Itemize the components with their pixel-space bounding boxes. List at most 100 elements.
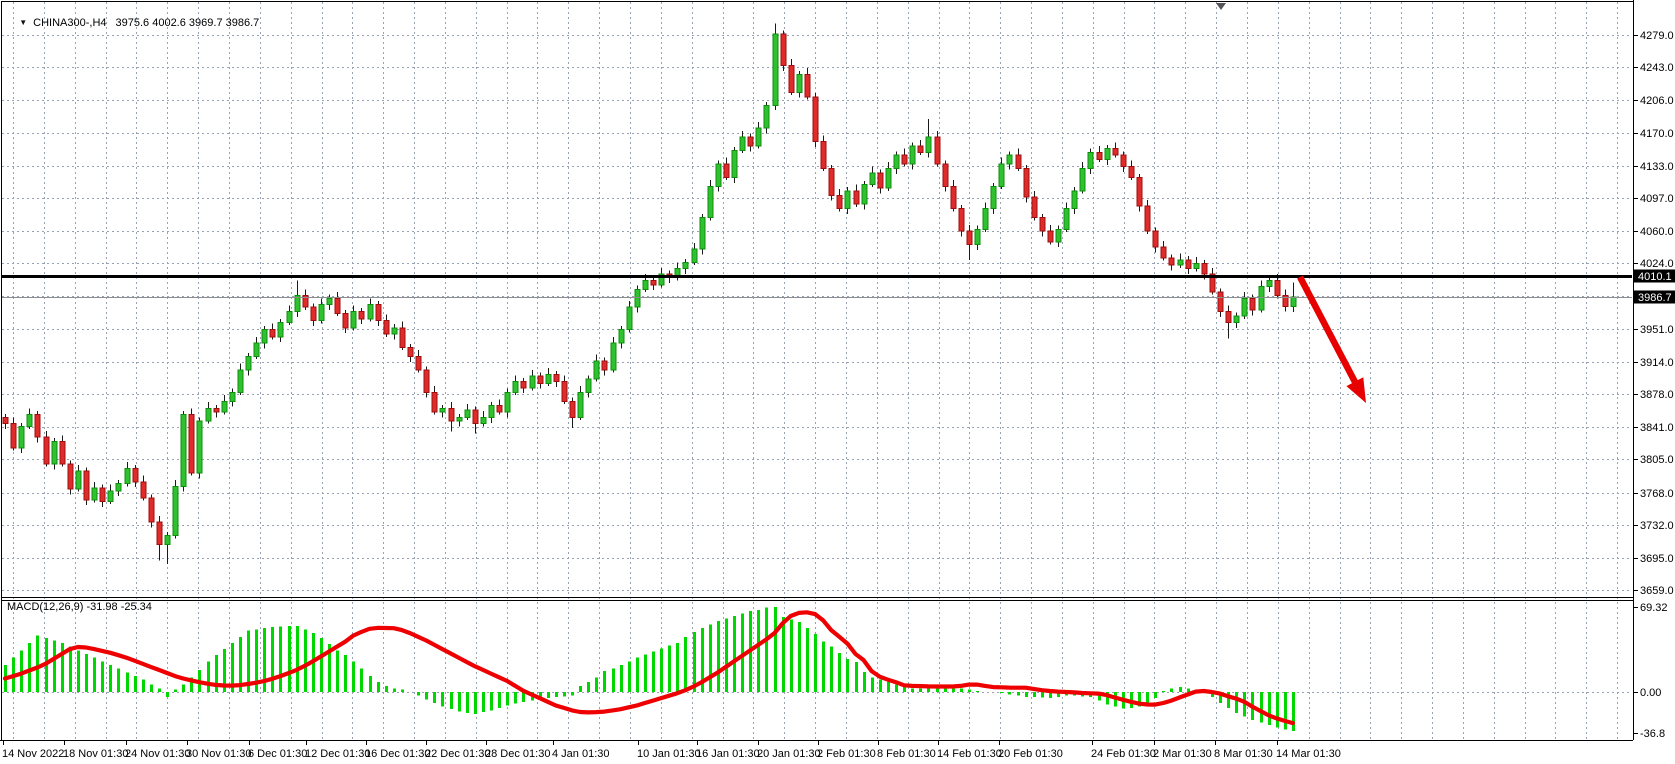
price-axis-label: 3914.0	[1640, 357, 1674, 369]
macd-histogram-bar	[247, 630, 250, 692]
macd-histogram-bar	[1276, 692, 1279, 728]
macd-plot-area[interactable]	[2, 601, 1632, 739]
candle-bull	[593, 360, 600, 380]
candle-bull	[367, 304, 374, 320]
candle-bull	[731, 150, 738, 178]
candle-bear	[496, 405, 503, 413]
macd-histogram-bar	[36, 635, 39, 692]
candle-bull	[286, 311, 293, 323]
candle-bull	[180, 414, 187, 487]
macd-histogram-bar	[1017, 692, 1020, 696]
price-axis-label: 4279.0	[1640, 30, 1674, 42]
candle-bear	[788, 64, 795, 93]
macd-histogram-bar	[927, 687, 930, 692]
candle-bear	[650, 279, 657, 286]
macd-histogram-bar	[855, 661, 858, 692]
ohlc-values: 3975.6 4002.6 3969.7 3986.7	[115, 17, 260, 29]
macd-histogram-bar	[320, 638, 323, 692]
macd-histogram-bar	[879, 679, 882, 692]
macd-histogram-bar	[85, 653, 88, 692]
macd-histogram-bar	[158, 688, 161, 692]
macd-axis-label: 0.00	[1640, 687, 1661, 699]
macd-histogram-bar	[790, 619, 793, 692]
candle-bull	[699, 217, 706, 250]
macd-histogram-bar	[806, 628, 809, 692]
candle-bull	[893, 154, 900, 169]
candle-bear	[820, 141, 827, 169]
macd-histogram-bar	[417, 692, 420, 696]
candle-bear	[83, 470, 90, 501]
macd-histogram-bar	[660, 648, 663, 692]
macd-histogram-bar	[239, 636, 242, 692]
candle-bear	[561, 381, 568, 402]
candle-bear	[1144, 205, 1151, 232]
price-axis[interactable]: 4279.0 4243.0 4206.0 4170.0 4133.0 4097.0 4060…	[1633, 30, 1674, 740]
candle-bear	[1136, 176, 1143, 207]
candle-bear	[1152, 230, 1159, 248]
macd-histogram-bar	[936, 687, 939, 692]
macd-histogram-bar	[458, 692, 461, 712]
symbol-dropdown-icon[interactable]: ▼	[19, 18, 28, 27]
candle-bull	[1290, 296, 1297, 308]
date-label: 20 Jan 01:30	[757, 748, 821, 760]
candle-bull	[1258, 286, 1265, 311]
candle-bear	[34, 414, 41, 438]
candle-bear	[877, 172, 884, 189]
macd-histogram-bar	[61, 642, 64, 692]
candle-bull	[391, 327, 398, 335]
candle-bear	[812, 96, 819, 143]
horizontal-line-object[interactable]	[1, 275, 1632, 278]
macd-histogram-bar	[328, 644, 331, 692]
candle-bear	[431, 391, 438, 413]
candle-bull	[237, 369, 244, 393]
candle-bull	[990, 185, 997, 210]
macd-histogram-bar	[952, 687, 955, 692]
candle-bear	[1282, 295, 1289, 308]
macd-histogram-bar	[684, 636, 687, 692]
candle-bear	[148, 497, 155, 523]
candle-bull	[504, 391, 511, 413]
chart-plot-area[interactable]	[2, 2, 1632, 596]
candle-bear	[358, 311, 365, 320]
candle-bear	[537, 375, 544, 384]
candle-bull	[1177, 259, 1184, 266]
candle-bull	[1063, 208, 1070, 230]
macd-histogram-bar	[709, 624, 712, 692]
candle-bear	[2, 416, 9, 425]
candle-bear	[520, 381, 527, 389]
candle-bear	[407, 347, 414, 357]
macd-histogram-bar	[304, 629, 307, 692]
date-label: 16 Dec 01:30	[365, 748, 430, 760]
macd-histogram-bar	[126, 672, 129, 692]
price-axis-label: 4206.0	[1640, 95, 1674, 107]
symbol-timeframe-label: CHINA300-,H4	[33, 17, 107, 29]
macd-axis-label: 69.32	[1640, 602, 1668, 614]
candle-bear	[1039, 217, 1046, 232]
macd-histogram-bar	[490, 692, 493, 711]
price-axis-label: 3732.0	[1640, 520, 1674, 532]
macd-histogram-bar	[765, 607, 768, 692]
macd-histogram-bar	[1049, 692, 1052, 699]
trend-arrow-object[interactable]	[1297, 275, 1366, 403]
macd-histogram-bar	[1260, 692, 1263, 723]
candle-bear	[1225, 311, 1232, 323]
candle-bear	[302, 295, 309, 308]
macd-histogram-bar	[1008, 692, 1011, 695]
macd-histogram-bar	[976, 690, 979, 692]
candle-bear	[213, 407, 220, 413]
price-axis-label: 3878.0	[1640, 389, 1674, 401]
candle-bear	[1217, 291, 1224, 313]
candle-bull	[707, 185, 714, 219]
macd-histogram-bar	[563, 692, 566, 697]
macd-histogram-bar	[539, 692, 542, 700]
candle-bear	[1047, 230, 1054, 243]
candle-bear	[804, 73, 811, 98]
candle-bull	[715, 163, 722, 187]
candle-bull	[91, 487, 98, 501]
macd-histogram-bar	[190, 677, 193, 692]
candle-bear	[1015, 154, 1022, 169]
macd-histogram-bar	[644, 654, 647, 692]
candle-bull	[1071, 190, 1078, 210]
